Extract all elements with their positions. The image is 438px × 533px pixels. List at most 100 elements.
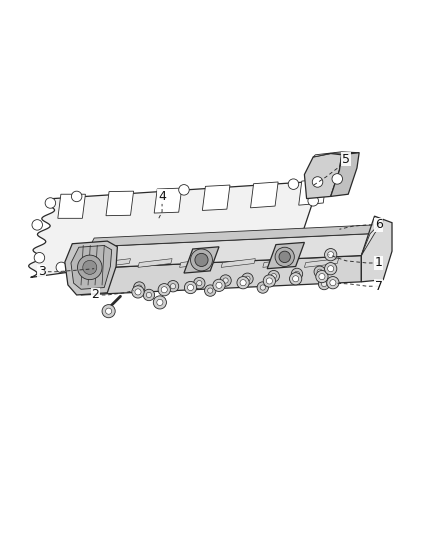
Circle shape [321,281,327,287]
Polygon shape [71,246,112,289]
Circle shape [312,177,323,187]
Circle shape [242,273,253,285]
Circle shape [332,174,343,184]
Circle shape [328,265,334,272]
Polygon shape [202,185,230,211]
Circle shape [157,300,163,305]
Circle shape [71,191,82,201]
Polygon shape [81,255,361,295]
Polygon shape [81,233,370,269]
Circle shape [268,270,279,282]
Circle shape [137,285,142,290]
Polygon shape [106,191,134,216]
Polygon shape [313,152,359,157]
Text: 6: 6 [375,219,383,231]
Polygon shape [299,179,326,205]
Circle shape [135,289,141,295]
Circle shape [213,279,225,292]
Text: 3: 3 [38,265,46,278]
Circle shape [308,196,318,206]
Circle shape [34,253,45,263]
Circle shape [32,220,42,230]
Circle shape [83,260,97,274]
Circle shape [293,276,299,282]
Circle shape [245,276,250,281]
Text: 4: 4 [158,190,166,203]
Polygon shape [138,259,172,268]
Circle shape [187,285,194,290]
Circle shape [266,278,272,284]
Circle shape [260,285,265,290]
Polygon shape [267,243,304,269]
Circle shape [106,308,112,314]
Circle shape [327,277,339,289]
Circle shape [134,282,145,293]
Polygon shape [90,225,374,247]
Circle shape [291,268,303,280]
Circle shape [161,287,167,293]
Polygon shape [29,181,320,278]
Polygon shape [304,154,342,199]
Circle shape [146,292,152,297]
Polygon shape [154,188,182,213]
Circle shape [319,273,325,280]
Circle shape [223,278,228,283]
Circle shape [328,252,334,258]
Circle shape [197,280,202,286]
Text: 7: 7 [375,280,383,293]
Text: 5: 5 [342,152,350,166]
Polygon shape [221,259,255,268]
Circle shape [45,198,56,208]
Circle shape [170,284,176,289]
Circle shape [195,253,208,266]
Polygon shape [251,182,278,208]
Circle shape [293,233,303,243]
Polygon shape [184,247,219,273]
Circle shape [257,282,268,293]
Circle shape [208,288,213,293]
Circle shape [216,282,222,288]
Circle shape [102,304,115,318]
Polygon shape [361,216,392,282]
Circle shape [56,262,67,273]
Polygon shape [263,259,297,268]
Circle shape [240,280,246,286]
Circle shape [143,289,155,301]
Circle shape [314,266,325,278]
Circle shape [167,280,179,292]
Circle shape [158,284,170,296]
Circle shape [179,184,189,195]
Circle shape [299,229,310,239]
Circle shape [325,248,337,261]
Circle shape [290,273,302,285]
Polygon shape [331,152,359,197]
Circle shape [316,270,328,282]
Circle shape [325,263,337,275]
Circle shape [220,275,231,286]
Circle shape [237,277,249,289]
Polygon shape [96,259,131,268]
Circle shape [263,275,276,287]
Polygon shape [361,221,383,255]
Circle shape [153,296,166,309]
Circle shape [330,280,336,286]
Circle shape [318,278,330,290]
Polygon shape [180,259,214,268]
Circle shape [294,271,300,277]
Polygon shape [304,259,339,268]
Circle shape [317,269,322,274]
Circle shape [288,179,299,189]
Text: 2: 2 [92,288,99,302]
Circle shape [271,273,276,279]
Circle shape [205,285,216,296]
Circle shape [191,249,212,271]
Circle shape [78,255,102,280]
Circle shape [279,251,290,263]
Circle shape [275,247,294,266]
Polygon shape [65,241,117,295]
Text: 1: 1 [375,256,383,270]
Circle shape [132,286,144,298]
Circle shape [194,278,205,289]
Circle shape [184,281,197,294]
Polygon shape [58,194,85,219]
